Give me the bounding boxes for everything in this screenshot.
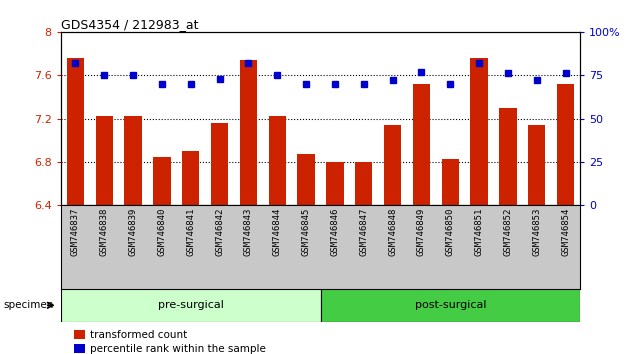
Bar — [355, 162, 372, 205]
Text: post-surgical: post-surgical — [415, 300, 486, 310]
Bar — [153, 156, 171, 205]
Bar — [470, 58, 488, 205]
Bar — [384, 125, 401, 205]
Bar — [499, 108, 517, 205]
Text: GSM746842: GSM746842 — [215, 208, 224, 256]
Text: GSM746849: GSM746849 — [417, 208, 426, 256]
Bar — [320, 289, 580, 322]
Text: GSM746851: GSM746851 — [474, 208, 484, 256]
Text: GSM746843: GSM746843 — [244, 208, 253, 256]
Bar — [413, 84, 430, 205]
Text: specimen: specimen — [3, 300, 54, 310]
Bar — [240, 60, 257, 205]
Text: GDS4354 / 212983_at: GDS4354 / 212983_at — [61, 18, 199, 31]
Text: GSM746840: GSM746840 — [157, 208, 167, 256]
Bar — [96, 116, 113, 205]
Text: GSM746848: GSM746848 — [388, 208, 397, 256]
Bar — [297, 154, 315, 205]
Bar — [211, 123, 228, 205]
Bar — [61, 289, 320, 322]
Text: GSM746845: GSM746845 — [301, 208, 311, 256]
Text: GSM746844: GSM746844 — [272, 208, 282, 256]
Text: GSM746838: GSM746838 — [99, 208, 109, 256]
Bar — [326, 162, 344, 205]
Bar — [528, 125, 545, 205]
Text: pre-surgical: pre-surgical — [158, 300, 224, 310]
Bar — [557, 84, 574, 205]
Text: GSM746852: GSM746852 — [503, 208, 513, 256]
Bar — [124, 116, 142, 205]
Text: GSM746837: GSM746837 — [71, 208, 80, 256]
Bar — [182, 151, 199, 205]
Text: GSM746841: GSM746841 — [186, 208, 196, 256]
Text: GSM746846: GSM746846 — [330, 208, 340, 256]
Bar — [269, 116, 286, 205]
Text: percentile rank within the sample: percentile rank within the sample — [90, 344, 265, 354]
Bar — [442, 159, 459, 205]
Bar — [67, 58, 84, 205]
Text: GSM746839: GSM746839 — [128, 208, 138, 256]
Text: transformed count: transformed count — [90, 330, 187, 339]
Text: GSM746847: GSM746847 — [359, 208, 369, 256]
Text: GSM746850: GSM746850 — [445, 208, 455, 256]
Text: GSM746854: GSM746854 — [561, 208, 570, 256]
Text: GSM746853: GSM746853 — [532, 208, 542, 256]
